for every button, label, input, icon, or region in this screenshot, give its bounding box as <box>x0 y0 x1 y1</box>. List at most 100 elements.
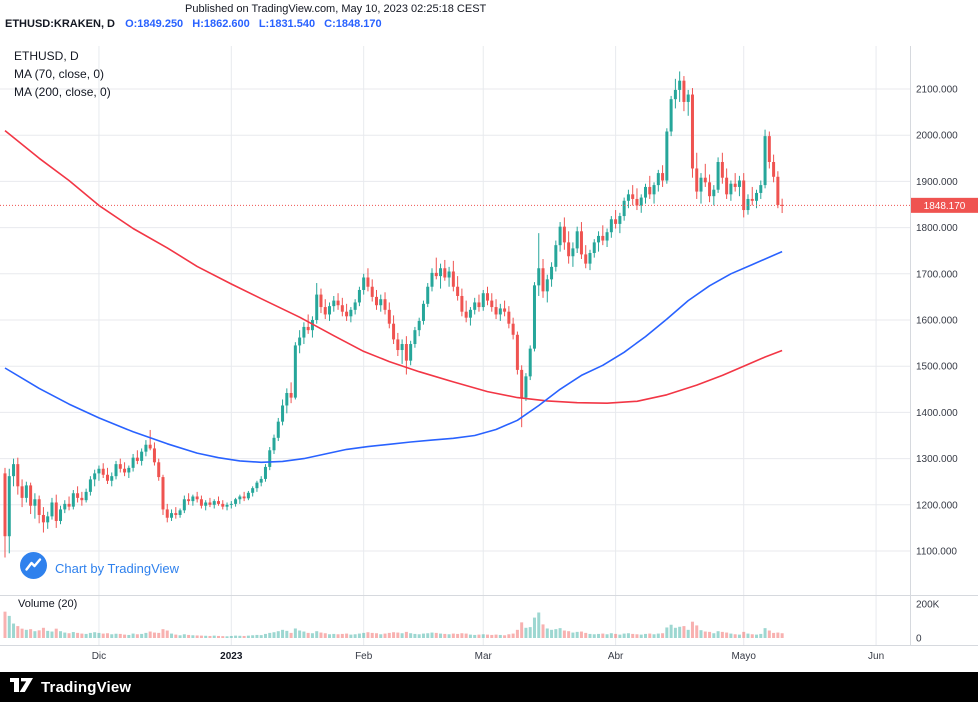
volume-axis-label: 200K <box>916 600 940 611</box>
candle-body <box>353 302 357 310</box>
candle-body <box>605 232 609 241</box>
price-axis-label: 1600.000 <box>916 316 958 327</box>
volume-bar <box>690 621 694 638</box>
candle-body <box>443 268 447 278</box>
candle-body <box>460 295 464 312</box>
last-price-badge-text: 1848.170 <box>924 201 966 212</box>
volume-bar <box>63 632 67 638</box>
volume-bar <box>105 633 109 638</box>
candle-body <box>524 376 528 398</box>
candle-body <box>673 89 677 100</box>
candle-body <box>302 326 306 338</box>
candle-body <box>661 173 665 181</box>
candle-body <box>708 182 712 197</box>
candle-body <box>763 136 767 186</box>
volume-bar <box>319 632 323 638</box>
volume-bar <box>332 633 336 638</box>
volume-bar <box>345 633 349 638</box>
volume-bar <box>486 634 490 638</box>
candle-body <box>199 499 203 506</box>
volume-bar <box>772 632 776 638</box>
candle-body <box>669 99 673 132</box>
candle-body <box>562 226 566 243</box>
ohlc-low: L:1831.540 <box>258 18 316 30</box>
volume-bar <box>353 634 357 638</box>
candle-body <box>755 192 759 201</box>
candle-body <box>409 344 413 361</box>
volume-bar <box>336 634 340 638</box>
tradingview-logo-icon[interactable] <box>10 676 33 699</box>
volume-bar <box>383 633 387 638</box>
candle-body <box>712 189 716 197</box>
candle-body <box>473 302 477 310</box>
volume-bar <box>541 624 545 638</box>
volume-bar <box>622 633 626 638</box>
candle-body <box>349 309 353 317</box>
volume-bar <box>3 611 7 638</box>
candle-body <box>541 268 545 292</box>
volume-bar <box>20 628 24 638</box>
volume-bar <box>310 633 314 638</box>
candle-body <box>652 185 656 195</box>
volume-bar <box>12 623 16 638</box>
attribution-text[interactable]: Chart by TradingView <box>55 560 180 576</box>
candle-body <box>187 499 191 502</box>
candle-body <box>545 279 549 292</box>
volume-bar <box>511 633 515 638</box>
candle-body <box>695 168 699 192</box>
footer-brand-text[interactable]: TradingView <box>41 678 132 696</box>
candle-body <box>182 499 186 511</box>
time-axis-label: Mayo <box>731 651 756 662</box>
candle-body <box>246 492 250 499</box>
volume-bar <box>379 634 383 638</box>
volume-bar <box>473 634 477 638</box>
candle-body <box>84 491 88 501</box>
price-axis-label: 1400.000 <box>916 408 958 419</box>
candle-body <box>477 302 481 308</box>
volume-bar <box>208 635 212 638</box>
volume-bar <box>635 634 639 638</box>
volume-bar <box>281 629 285 638</box>
legend-symbol[interactable]: ETHUSD, D <box>14 49 79 63</box>
volume-study-label[interactable]: Volume (20) <box>18 598 78 610</box>
candle-body <box>404 344 408 361</box>
candle-body <box>720 161 724 178</box>
volume-bar <box>712 633 716 638</box>
chart-canvas[interactable]: 2100.000 2000.000 1900.000 1800.000 1700.000… <box>0 0 978 672</box>
volume-bar <box>575 631 579 638</box>
candle-body <box>315 294 319 320</box>
volume-bar <box>601 633 605 638</box>
candle-body <box>464 311 468 318</box>
candle-body <box>537 268 541 286</box>
volume-bar <box>238 635 242 638</box>
candle-body <box>208 502 212 505</box>
price-axis-label: 1900.000 <box>916 177 958 188</box>
volume-bar <box>524 627 528 638</box>
volume-bar <box>54 628 58 638</box>
candle-body <box>776 176 780 205</box>
candle-body <box>41 514 45 523</box>
candle-body <box>33 499 37 506</box>
legend-ma200[interactable]: MA (200, close, 0) <box>14 85 111 99</box>
candle-body <box>426 286 430 304</box>
volume-bar <box>374 633 378 638</box>
candle-body <box>255 482 259 489</box>
volume-bar <box>665 627 669 638</box>
candle-body <box>46 516 50 523</box>
candle-body <box>592 242 596 254</box>
candle-body <box>263 466 267 479</box>
tradingview-cloud-icon <box>20 552 47 584</box>
ma70-line <box>4 250 783 464</box>
volume-bar <box>498 634 502 638</box>
volume-bar <box>340 633 344 638</box>
tradingview-attribution[interactable]: Chart by TradingView <box>20 552 179 584</box>
legend-ma70[interactable]: MA (70, close, 0) <box>14 67 105 81</box>
candle-body <box>387 309 391 324</box>
volume-bar <box>357 633 361 638</box>
time-axis-label: Abr <box>608 651 624 662</box>
volume-bar <box>695 625 699 638</box>
candle-body <box>97 468 101 474</box>
volume-bar <box>614 633 618 638</box>
candle-body <box>59 509 63 521</box>
volume-bar <box>67 633 71 638</box>
